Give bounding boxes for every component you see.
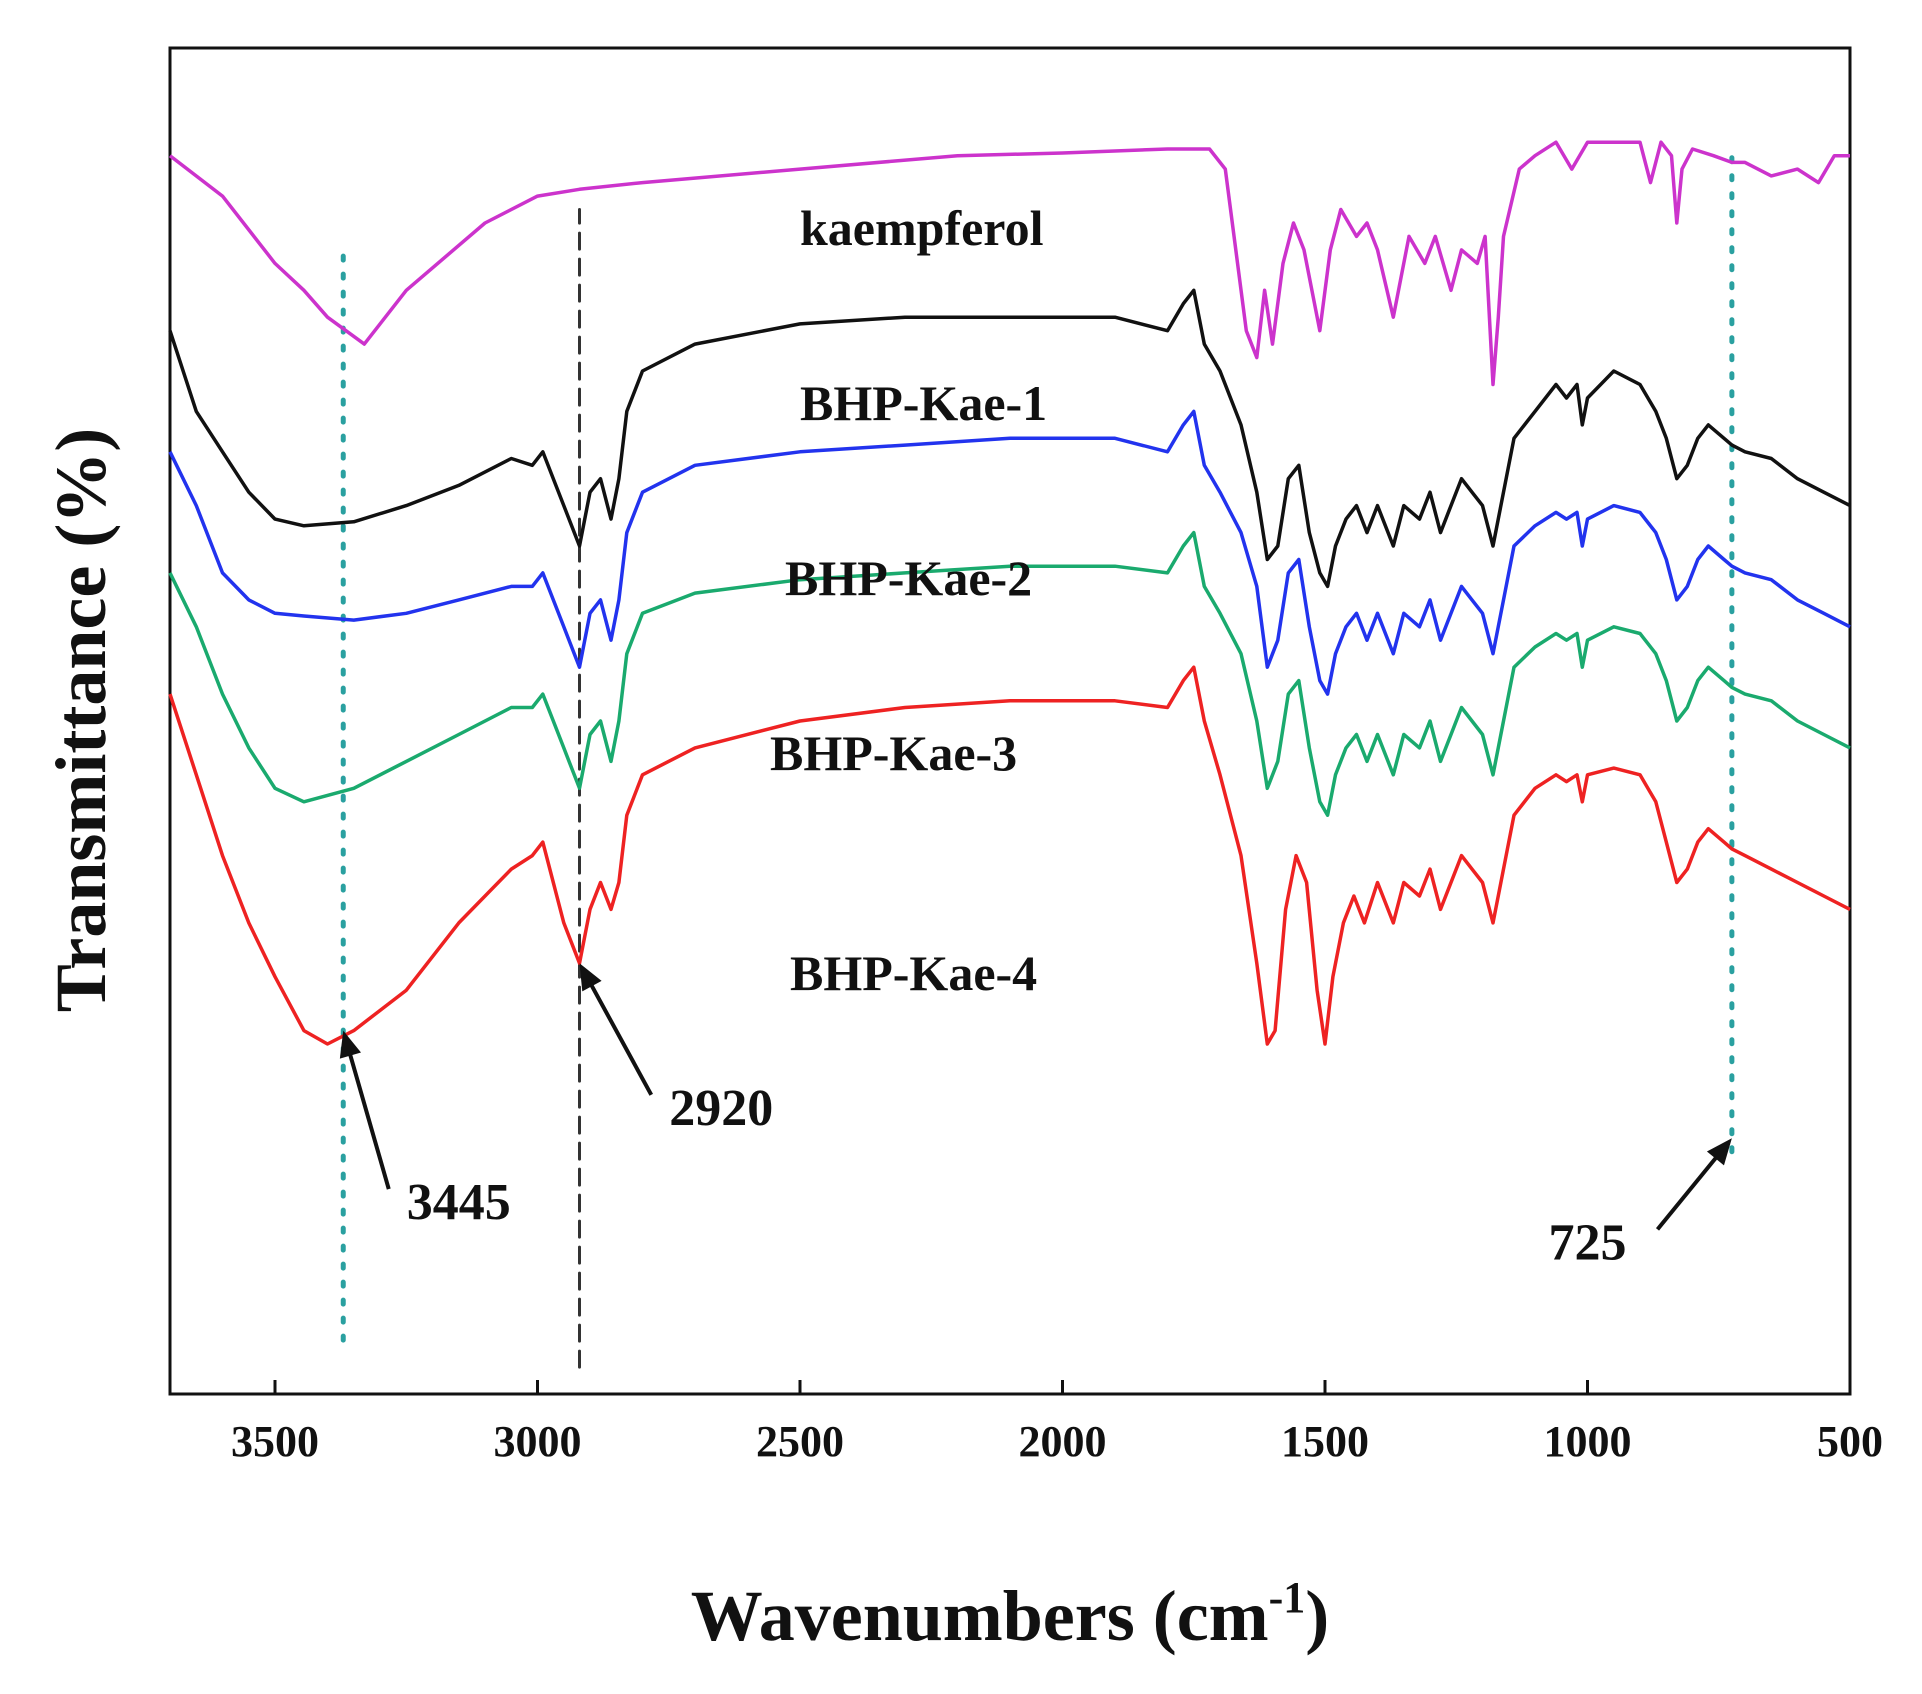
- series-line-bhp-kae-3: [168, 530, 1851, 817]
- annotation-arrow-2920: [580, 967, 654, 1096]
- series-label-bhp-kae-4: BHP-Kae-4: [790, 945, 1037, 1001]
- series-line-bhp-kae-4: [168, 665, 1851, 1046]
- x-tick-label: 3500: [231, 1417, 319, 1466]
- series-label-bhp-kae-2: BHP-Kae-2: [785, 550, 1032, 606]
- x-axis-title: Wavenumbers (cm-1): [691, 1573, 1330, 1656]
- x-axis-title-superscript: -1: [1269, 1573, 1306, 1622]
- annotation-3445: 3445: [407, 1174, 511, 1231]
- annotation-2920: 2920: [669, 1080, 773, 1137]
- x-tick-label: 2000: [1019, 1417, 1107, 1466]
- x-tick-label: 1500: [1281, 1417, 1369, 1466]
- series-line-bhp-kae-1: [168, 288, 1851, 589]
- y-axis-title: Transmittance (%): [41, 428, 121, 1013]
- annotation-arrowhead-2920: [579, 963, 602, 992]
- series-label-bhp-kae-3: BHP-Kae-3: [770, 725, 1017, 781]
- x-tick-label: 3000: [494, 1417, 582, 1466]
- series-label-kaempferol: kaempferol: [800, 200, 1044, 256]
- annotation-725: 725: [1549, 1214, 1627, 1271]
- x-tick-label: 500: [1817, 1417, 1883, 1466]
- annotation-arrowhead-725: [1706, 1138, 1732, 1166]
- series-line-bhp-kae-2: [168, 409, 1851, 696]
- x-tick-label: 2500: [756, 1417, 844, 1466]
- series-label-bhp-kae-1: BHP-Kae-1: [800, 375, 1047, 431]
- series-line-kaempferol: [168, 140, 1850, 387]
- annotation-arrowhead-3445: [339, 1030, 361, 1059]
- annotation-arrow-3445: [342, 1035, 391, 1190]
- plot-frame: [168, 46, 1852, 1396]
- x-tick-label: 1000: [1544, 1417, 1632, 1466]
